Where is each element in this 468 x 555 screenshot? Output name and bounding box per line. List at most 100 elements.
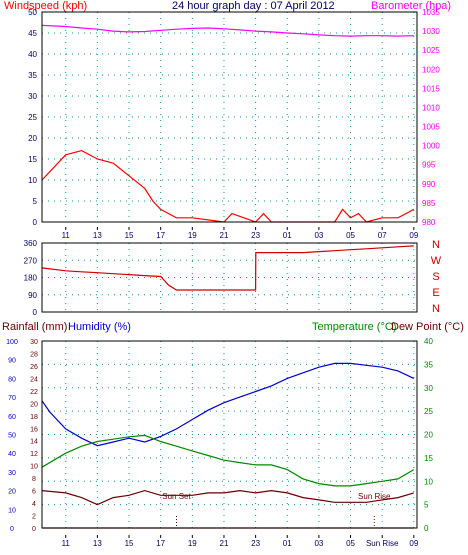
humidity-tick-label: 10: [8, 507, 16, 514]
rainfall-tick-label: 30: [30, 339, 38, 346]
compass-label: E: [432, 287, 439, 299]
barometer-tick-label: 980: [422, 218, 436, 227]
rainfall-tick-label: 24: [30, 376, 38, 383]
temp-humidity-panel: 0102030405060708090100024681012141618202…: [6, 337, 433, 548]
barometer-title: Barometer (hpa): [371, 0, 451, 12]
x-hour-label: 15: [125, 231, 134, 240]
temperature-tick-label: 30: [424, 384, 433, 393]
rainfall-tick-label: 28: [30, 351, 38, 358]
direction-tick-label: 270: [24, 256, 38, 265]
direction-tick-label: 360: [24, 239, 38, 248]
direction-tick-label: 0: [33, 308, 38, 317]
temperature-tick-label: 10: [424, 477, 433, 486]
barometer-tick-label: 1010: [422, 103, 440, 112]
humidity-tick-label: 50: [8, 433, 16, 440]
wind-barometer-panel: 0510152025303540455098098599099510001005…: [28, 8, 440, 240]
humidity-tick-label: 30: [8, 470, 16, 477]
x-hour-label: 23: [251, 231, 260, 240]
barometer-tick-label: 985: [422, 199, 436, 208]
windspeed-tick-label: 20: [28, 134, 37, 143]
panel-frame: [41, 340, 418, 529]
rainfall-tick-label: 8: [32, 476, 36, 483]
barometer-line: [41, 24, 414, 37]
windspeed-tick-label: 5: [33, 197, 38, 206]
barometer-tick-label: 1025: [422, 46, 440, 55]
windspeed-tick-label: 0: [33, 218, 38, 227]
direction-tick-label: 90: [28, 291, 37, 300]
compass-label: N: [432, 303, 440, 315]
graph-title: 24 hour graph day : 07 April 2012: [172, 0, 335, 12]
temperature-tick-label: 15: [424, 454, 433, 463]
x-hour-label: 03: [314, 231, 323, 240]
windspeed-tick-label: 15: [28, 155, 37, 164]
x-hour-label-bottom: 01: [283, 539, 292, 548]
rainfall-tick-label: 2: [32, 514, 36, 521]
rainfall-tick-label: 26: [30, 364, 38, 371]
x-hour-label-bottom: 05: [346, 539, 355, 548]
humidity-line: [41, 362, 415, 447]
rainfall-tick-label: 20: [30, 401, 38, 408]
sunrise-label: Sun Rise: [358, 492, 391, 501]
temperature-tick-label: 20: [424, 431, 433, 440]
compass-label: S: [432, 271, 439, 283]
barometer-tick-label: 1015: [422, 84, 440, 93]
barometer-tick-label: 1005: [422, 123, 440, 132]
x-hour-label-bottom: 23: [251, 539, 260, 548]
direction-tick-label: 180: [24, 274, 38, 283]
windspeed-tick-label: 45: [28, 29, 37, 38]
x-hour-label: 11: [62, 231, 71, 240]
temperature-line: [41, 434, 415, 487]
barometer-tick-label: 990: [422, 180, 436, 189]
humidity-tick-label: 100: [6, 339, 18, 346]
windspeed-tick-label: 50: [28, 8, 37, 17]
rainfall-tick-label: 12: [30, 451, 38, 458]
humidity-tick-label: 20: [8, 489, 16, 496]
windspeed-title: Windspeed (kph): [4, 0, 87, 12]
x-hour-label-bottom: 03: [314, 539, 323, 548]
x-hour-label-bottom: 13: [93, 539, 102, 548]
barometer-tick-label: 1000: [422, 142, 440, 151]
windspeed-tick-label: 30: [28, 92, 37, 101]
rainfall-tick-label: 16: [30, 426, 38, 433]
x-hour-label-bottom: 21: [220, 539, 229, 548]
wind-direction-line: [41, 245, 414, 291]
dewpoint-line: [41, 489, 414, 506]
x-hour-label: 05: [346, 231, 355, 240]
temperature-title: Temperature (°C): [312, 321, 396, 333]
windspeed-tick-label: 35: [28, 71, 37, 80]
humidity-title: Humidity (%): [68, 321, 131, 333]
barometer-tick-label: 1020: [422, 65, 440, 74]
rainfall-tick-label: 4: [32, 501, 36, 508]
rainfall-title: Rainfall (mm): [2, 321, 67, 333]
temperature-tick-label: 25: [424, 407, 433, 416]
humidity-tick-label: 40: [8, 451, 16, 458]
compass-label: W: [431, 255, 442, 267]
rainfall-tick-label: 14: [30, 439, 38, 446]
humidity-tick-label: 80: [8, 376, 16, 383]
windspeed-line: [41, 149, 415, 223]
sunset-label: Sun Set: [162, 492, 191, 501]
humidity-tick-label: 60: [8, 414, 16, 421]
windspeed-tick-label: 25: [28, 113, 37, 122]
barometer-tick-label: 1030: [422, 27, 440, 36]
barometer-tick-label: 995: [422, 161, 436, 170]
x-hour-label-bottom: 11: [62, 539, 71, 548]
x-hour-label: 21: [220, 231, 229, 240]
humidity-tick-label: 0: [10, 526, 14, 533]
x-hour-label: 19: [188, 231, 197, 240]
x-hour-label-bottom: 15: [125, 539, 134, 548]
x-hour-label-bottom: 19: [188, 539, 197, 548]
rainfall-tick-label: 18: [30, 414, 38, 421]
compass-label: N: [432, 239, 440, 251]
temperature-tick-label: 0: [424, 524, 429, 533]
x-hour-label: 09: [409, 231, 418, 240]
x-hour-label: 17: [156, 231, 165, 240]
panel-frame: [41, 242, 418, 313]
humidity-tick-label: 70: [8, 395, 16, 402]
x-hour-label: 13: [93, 231, 102, 240]
windspeed-tick-label: 10: [28, 176, 37, 185]
dewpoint-title: Dew Point (°C): [391, 321, 464, 333]
rainfall-tick-label: 10: [30, 464, 38, 471]
